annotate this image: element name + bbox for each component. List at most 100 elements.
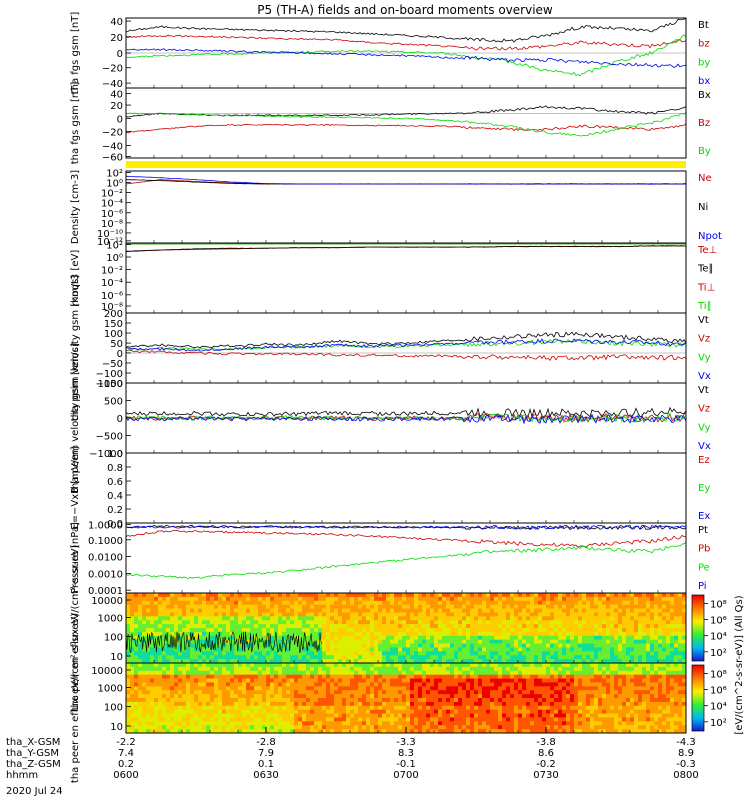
spectrogram-cell <box>410 663 415 668</box>
spectrogram-cell <box>246 600 251 605</box>
spectrogram-cell <box>526 639 531 644</box>
spectrogram-cell <box>410 729 415 734</box>
spectrogram-cell <box>294 628 299 633</box>
spectrogram-cell <box>366 705 371 710</box>
spectrogram-cell <box>390 717 395 722</box>
spectrogram-cell <box>510 624 515 629</box>
spectrogram-cell <box>278 663 283 668</box>
spectrogram-cell <box>222 713 227 718</box>
spectrogram-cell <box>534 620 539 625</box>
spectrogram-cell <box>510 709 515 714</box>
spectrogram-cell <box>558 694 563 699</box>
spectrogram-cell <box>170 725 175 730</box>
spectrogram-cell <box>198 651 203 656</box>
spectrogram-cell <box>402 593 407 598</box>
spectrogram-cell <box>666 624 671 629</box>
spectrogram-cell <box>574 628 579 633</box>
spectrogram-cell <box>530 639 535 644</box>
spectrogram-cell <box>574 670 579 675</box>
spectrogram-cell <box>558 616 563 621</box>
spectrogram-cell <box>214 721 219 726</box>
spectrogram-cell <box>254 647 259 652</box>
spectrogram-cell <box>322 655 327 660</box>
spectrogram-cell <box>582 624 587 629</box>
spectrogram-cell <box>238 670 243 675</box>
spectrogram-cell <box>402 628 407 633</box>
spectrogram-cell <box>450 616 455 621</box>
spectrogram-cell <box>410 674 415 679</box>
spectrogram-cell <box>442 725 447 730</box>
spectrogram-cell <box>350 666 355 672</box>
spectrogram-cell <box>242 717 247 722</box>
spectrogram-cell <box>378 620 383 625</box>
spectrogram-cell <box>146 608 151 613</box>
spectrogram-cell <box>382 628 387 633</box>
spectrogram-cell <box>638 639 643 644</box>
spectrogram-cell <box>654 600 659 605</box>
spectrogram-cell <box>462 635 467 640</box>
spectrogram-cell <box>678 624 683 629</box>
spectrogram-cell <box>342 624 347 629</box>
spectrogram-cell <box>386 701 391 707</box>
spectrogram-cell <box>450 608 455 613</box>
spectrogram-cell <box>230 616 235 621</box>
spectrogram-cell <box>562 694 567 699</box>
spectrogram-cell <box>542 593 547 598</box>
spectrogram-cell <box>498 698 503 703</box>
spectrogram-cell <box>482 729 487 734</box>
spectrogram-cell <box>494 725 499 730</box>
spectrogram-cell <box>334 651 339 656</box>
spectrogram-cell <box>458 628 463 633</box>
spectrogram-cell <box>370 659 375 664</box>
spectrogram-cell <box>206 701 211 707</box>
spectrogram-cell <box>386 674 391 679</box>
spectrogram-cell <box>410 705 415 710</box>
spectrogram-cell <box>466 694 471 699</box>
spectrogram-cell <box>174 620 179 625</box>
spectrogram-cell <box>206 608 211 613</box>
spectrogram-cell <box>514 670 519 675</box>
spectrogram-cell <box>394 620 399 625</box>
spectrogram-cell <box>642 643 647 648</box>
spectrogram-cell <box>362 666 367 672</box>
spectrogram-cell <box>362 682 367 687</box>
spectrogram-cell <box>274 713 279 718</box>
spectrogram-cell <box>242 729 247 734</box>
spectrogram-cell <box>126 663 131 668</box>
spectrogram-cell <box>494 666 499 672</box>
spectrogram-cell <box>486 659 491 664</box>
spectrogram-cell <box>166 709 171 714</box>
spectrogram-cell <box>258 635 263 640</box>
spectrogram-cell <box>550 643 555 648</box>
spectrogram-cell <box>426 620 431 625</box>
spectrogram-cell <box>490 721 495 726</box>
spectrogram-cell <box>606 639 611 644</box>
spectrogram-cell <box>506 604 511 609</box>
spectrogram-cell <box>174 596 179 602</box>
spectrogram-cell <box>562 725 567 730</box>
spectrogram-cell <box>586 705 591 710</box>
spectrogram-cell <box>490 709 495 714</box>
spectrogram-cell <box>190 608 195 613</box>
spectrogram-cell <box>358 686 363 691</box>
spectrogram-cell <box>570 596 575 602</box>
spectrogram-cell <box>150 624 155 629</box>
spectrogram-cell <box>202 729 207 734</box>
spectrogram-cell <box>138 666 143 672</box>
spectrogram-cell <box>390 705 395 710</box>
spectrogram-cell <box>210 682 215 687</box>
spectrogram-cell <box>434 721 439 726</box>
spectrogram-cell <box>146 663 151 668</box>
spectrogram-cell <box>134 655 139 660</box>
spectrogram-cell <box>134 659 139 664</box>
spectrogram-cell <box>306 682 311 687</box>
spectrogram-cell <box>130 721 135 726</box>
spectrogram-cell <box>226 659 231 664</box>
spectrogram-cell <box>510 701 515 707</box>
spectrogram-cell <box>506 670 511 675</box>
spectrogram-cell <box>258 698 263 703</box>
spectrogram-cell <box>398 713 403 718</box>
spectrogram-cell <box>422 651 427 656</box>
spectrogram-cell <box>402 725 407 730</box>
spectrogram-cell <box>454 729 459 734</box>
